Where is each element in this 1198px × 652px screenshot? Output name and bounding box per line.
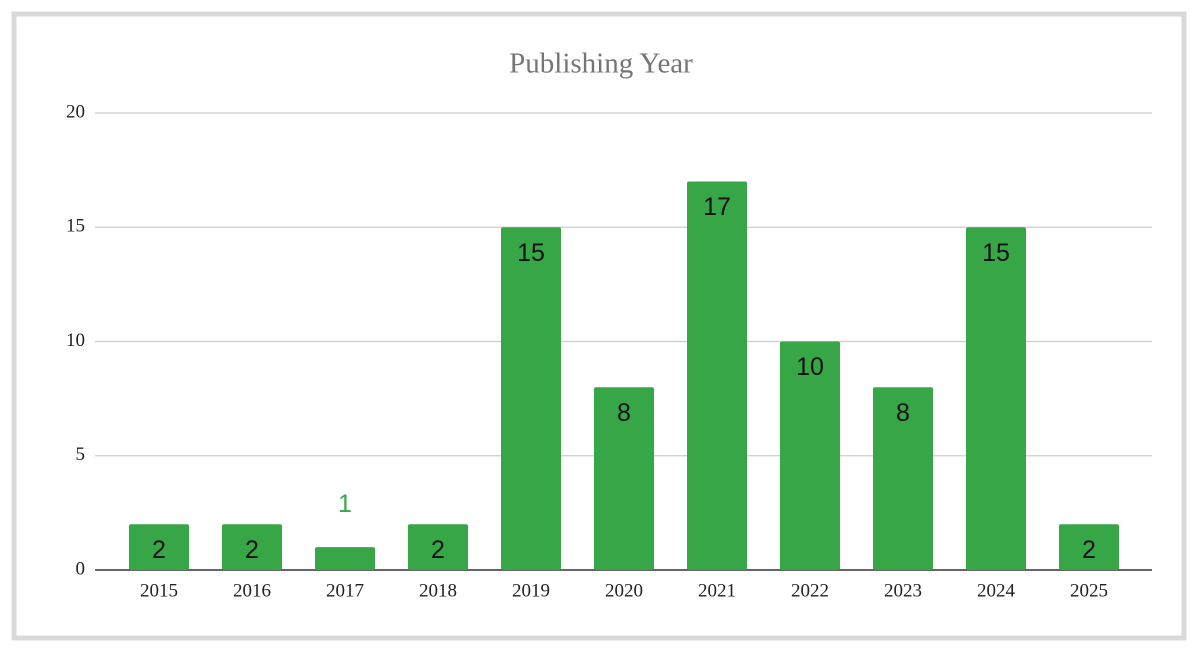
- data-label: 2: [245, 536, 259, 564]
- x-tick-label: 2020: [605, 580, 643, 601]
- data-label: 17: [703, 193, 731, 221]
- x-tick-label: 2021: [698, 580, 736, 601]
- x-tick-label: 2022: [791, 580, 829, 601]
- x-tick-label: 2015: [140, 580, 178, 601]
- data-label: 10: [796, 353, 824, 381]
- data-label: 2: [152, 536, 166, 564]
- data-label: 8: [617, 399, 631, 427]
- x-tick-label: 2025: [1070, 580, 1108, 601]
- bar: [966, 227, 1026, 570]
- chart-title: Publishing Year: [509, 48, 693, 80]
- bar: [222, 524, 282, 570]
- bar: [780, 341, 840, 570]
- bar: [594, 387, 654, 570]
- bar: [129, 524, 189, 570]
- x-tick-label: 2017: [326, 580, 364, 601]
- data-label: 1: [338, 490, 352, 518]
- bar: [315, 547, 375, 570]
- bar: [501, 227, 561, 570]
- y-tick-label: 15: [66, 216, 85, 237]
- x-tick-label: 2016: [233, 580, 271, 601]
- data-label: 8: [896, 399, 910, 427]
- y-tick-label: 0: [76, 558, 86, 579]
- bar: [1059, 524, 1119, 570]
- bar: [687, 181, 747, 571]
- x-tick-label: 2023: [884, 580, 922, 601]
- data-label: 15: [517, 239, 545, 267]
- x-tick-label: 2018: [419, 580, 457, 601]
- data-label: 15: [982, 239, 1010, 267]
- x-tick-label: 2024: [977, 580, 1016, 601]
- x-tick-label: 2019: [512, 580, 550, 601]
- bar: [873, 387, 933, 570]
- y-tick-label: 20: [66, 101, 85, 122]
- y-tick-label: 5: [76, 444, 86, 465]
- y-tick-label: 10: [66, 330, 85, 351]
- bar: [408, 524, 468, 570]
- data-label: 2: [431, 536, 445, 564]
- data-label: 2: [1082, 536, 1096, 564]
